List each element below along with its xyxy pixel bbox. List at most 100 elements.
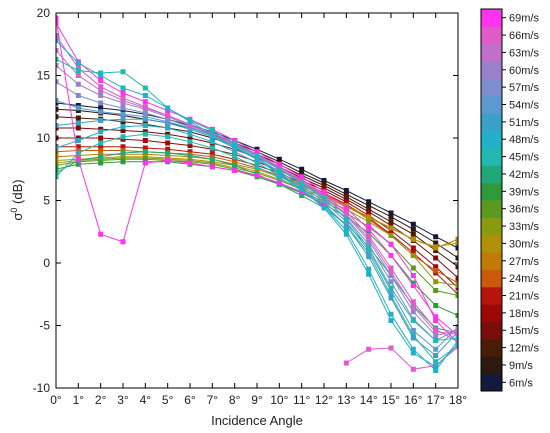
- series-point: [388, 219, 394, 225]
- y-tick-label: 5: [43, 194, 50, 208]
- series-point: [276, 161, 282, 167]
- series-point: [321, 195, 327, 201]
- series-point: [98, 93, 104, 98]
- series-point: [254, 153, 260, 158]
- series-point: [366, 223, 372, 228]
- series-point: [187, 143, 193, 148]
- series-point: [98, 140, 104, 146]
- series-point: [56, 38, 59, 43]
- series-point: [232, 154, 238, 160]
- series-point: [56, 79, 59, 85]
- series-point: [142, 160, 148, 166]
- series-point: [120, 111, 126, 117]
- series-point: [56, 166, 59, 172]
- series-point: [209, 164, 215, 170]
- series-point: [366, 203, 372, 208]
- series-point: [410, 318, 416, 323]
- colorbar-label: 36m/s: [509, 204, 539, 216]
- colorbar-label: 33m/s: [509, 221, 539, 233]
- series-point: [75, 120, 81, 126]
- series-point: [410, 245, 416, 251]
- series-point: [209, 145, 215, 151]
- series-point: [410, 273, 416, 278]
- series-point: [75, 81, 81, 87]
- series-25: [56, 38, 458, 370]
- colorbar-label: 69m/s: [509, 13, 539, 25]
- series-point: [366, 266, 372, 272]
- series-point: [410, 253, 416, 258]
- colorbar-label: 18m/s: [509, 308, 539, 320]
- series-point: [56, 48, 59, 53]
- series-point: [455, 275, 458, 281]
- series-point: [75, 73, 81, 78]
- series-point: [187, 153, 193, 158]
- series-point: [366, 271, 372, 277]
- series-point: [209, 156, 215, 162]
- series-point: [299, 186, 305, 192]
- series-point: [165, 105, 171, 111]
- series-point: [455, 328, 458, 333]
- series-point: [276, 180, 282, 186]
- series-point: [56, 154, 59, 160]
- series-point: [455, 255, 458, 261]
- x-tick-label: 12°: [315, 393, 333, 407]
- x-axis-title: Incidence Angle: [211, 413, 303, 428]
- series-point: [366, 226, 372, 232]
- series-point: [98, 160, 104, 166]
- y-tick-label: -10: [33, 381, 51, 395]
- series-point: [165, 134, 171, 140]
- series-point: [366, 219, 372, 225]
- x-tick-label: 10°: [270, 393, 288, 407]
- y-axis-title-unit: (dB): [10, 179, 25, 207]
- series-point: [433, 279, 439, 285]
- series-point: [433, 234, 439, 240]
- series-point: [366, 346, 372, 352]
- series-point: [56, 170, 59, 176]
- series-point: [142, 110, 148, 116]
- colorbar-label: 42m/s: [509, 169, 539, 181]
- series-point: [187, 135, 193, 141]
- y-tick-label: 0: [43, 256, 50, 270]
- colorbar-swatch: [481, 95, 502, 114]
- series-point: [75, 150, 81, 156]
- series-point: [433, 333, 439, 338]
- series-point: [98, 129, 104, 135]
- series-point: [98, 105, 104, 111]
- series-point: [75, 60, 81, 66]
- series-point: [366, 215, 372, 221]
- x-tick-label: 4°: [140, 393, 152, 407]
- series-point: [410, 366, 416, 372]
- series-point: [455, 313, 458, 318]
- colorbar-label: 30m/s: [509, 238, 539, 250]
- colorbar-swatch: [481, 338, 502, 357]
- series-point: [410, 236, 416, 242]
- x-tick-label: 0°: [50, 393, 62, 407]
- series-point: [410, 265, 416, 271]
- series-point: [433, 346, 439, 352]
- x-tick-label: 8°: [229, 393, 241, 407]
- series-point: [209, 128, 215, 133]
- series-point: [75, 156, 81, 162]
- series-point: [388, 311, 394, 317]
- series-point: [56, 145, 59, 151]
- series-point: [56, 149, 59, 155]
- series-point: [366, 254, 372, 260]
- series-point: [75, 138, 81, 143]
- series-point: [187, 160, 193, 166]
- series-14: [56, 123, 458, 373]
- series-point: [142, 123, 148, 128]
- series-point: [98, 154, 104, 160]
- series-point: [142, 145, 148, 151]
- series-point: [56, 63, 59, 68]
- series-point: [410, 299, 416, 305]
- colorbar-label: 12m/s: [509, 343, 539, 355]
- x-tick-label: 5°: [162, 393, 174, 407]
- x-tick-label: 6°: [184, 393, 196, 407]
- series-point: [75, 68, 81, 73]
- colorbar-swatch: [481, 269, 502, 288]
- colorbar-label: 45m/s: [509, 152, 539, 164]
- series-point: [120, 150, 126, 156]
- colorbar-label: 39m/s: [509, 186, 539, 198]
- series-point: [254, 164, 260, 170]
- series-point: [142, 99, 148, 105]
